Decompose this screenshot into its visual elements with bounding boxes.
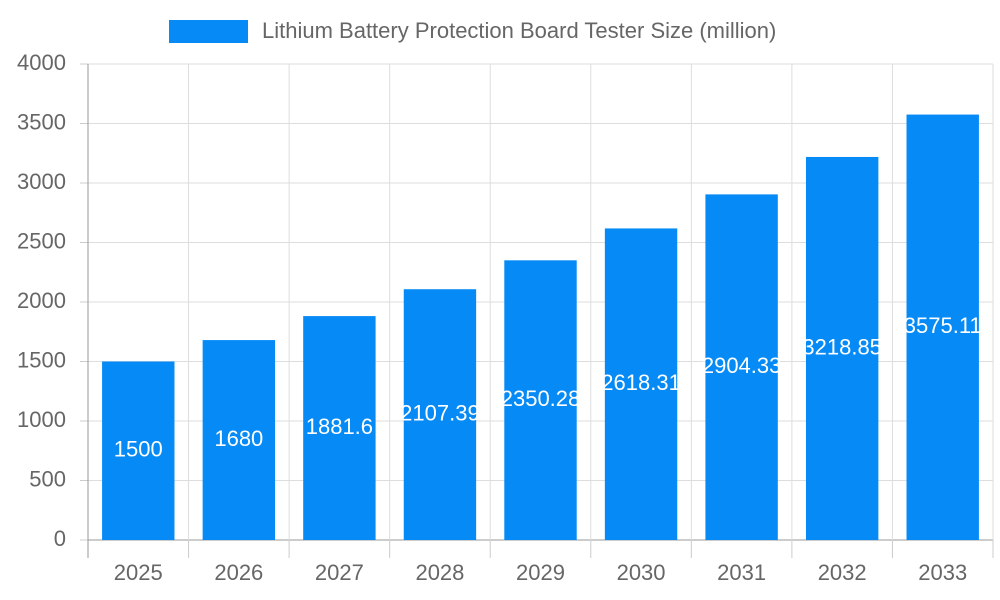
data-label: 1680 [214,426,263,451]
x-tick-label: 2032 [818,560,867,585]
data-label: 2350.28 [501,386,581,411]
bar [906,114,979,540]
legend-label: Lithium Battery Protection Board Tester … [262,18,776,43]
y-tick-label: 1500 [17,347,66,372]
data-label: 2618.31 [601,370,681,395]
x-tick-label: 2029 [516,560,565,585]
data-label: 2107.39 [400,400,480,425]
data-label: 1881.6 [306,414,373,439]
legend-swatch [169,20,248,43]
x-tick-label: 2031 [717,560,766,585]
y-tick-label: 3000 [17,169,66,194]
data-label: 1500 [114,437,163,462]
bar [504,260,577,540]
y-tick-label: 500 [29,466,66,491]
x-tick-label: 2027 [315,560,364,585]
y-tick-label: 2000 [17,288,66,313]
bar [202,340,276,540]
x-tick-label: 2025 [114,560,163,585]
data-label: 3575.11 [904,313,982,338]
data-label: 2904.33 [702,353,782,378]
bar [303,316,376,540]
y-tick-label: 0 [54,526,66,551]
bar [705,194,778,540]
y-tick-label: 3500 [17,109,66,134]
bar [805,156,879,540]
x-tick-label: 2030 [617,560,666,585]
data-label: 3218.85 [802,334,882,359]
x-tick-label: 2026 [214,560,263,585]
x-tick-label: 2033 [918,560,967,585]
y-tick-label: 2500 [17,228,66,253]
bar [604,228,678,540]
bar [102,361,175,540]
x-tick-label: 2028 [415,560,464,585]
bar [403,289,477,540]
y-tick-label: 4000 [17,50,66,75]
y-tick-label: 1000 [17,407,66,432]
